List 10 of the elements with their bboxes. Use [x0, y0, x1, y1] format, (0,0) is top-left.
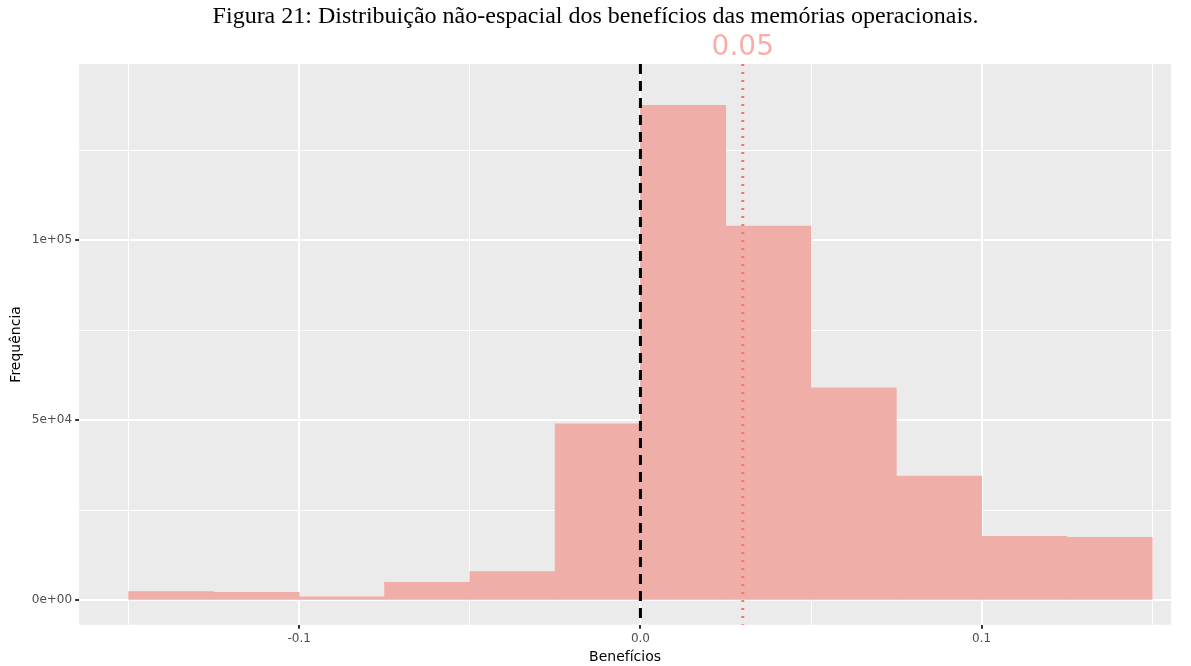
x-tick-label: 0.0: [630, 631, 650, 646]
y-tick-label: 1e+05: [31, 232, 73, 247]
x-tick-label: 0.1: [972, 631, 992, 646]
x-tick-label: -0.1: [287, 631, 311, 646]
y-tick-label: 0e+00: [31, 592, 73, 607]
x-axis-title: Benefícios: [589, 648, 662, 665]
y-tick-label: 5e+04: [31, 412, 73, 427]
y-axis-title: Frequência: [7, 306, 24, 383]
chart-title: Figura 21: Distribuição não-espacial dos benefícios das memórias operacionais.: [211, 1, 980, 30]
text: 0.05: [711, 29, 774, 63]
